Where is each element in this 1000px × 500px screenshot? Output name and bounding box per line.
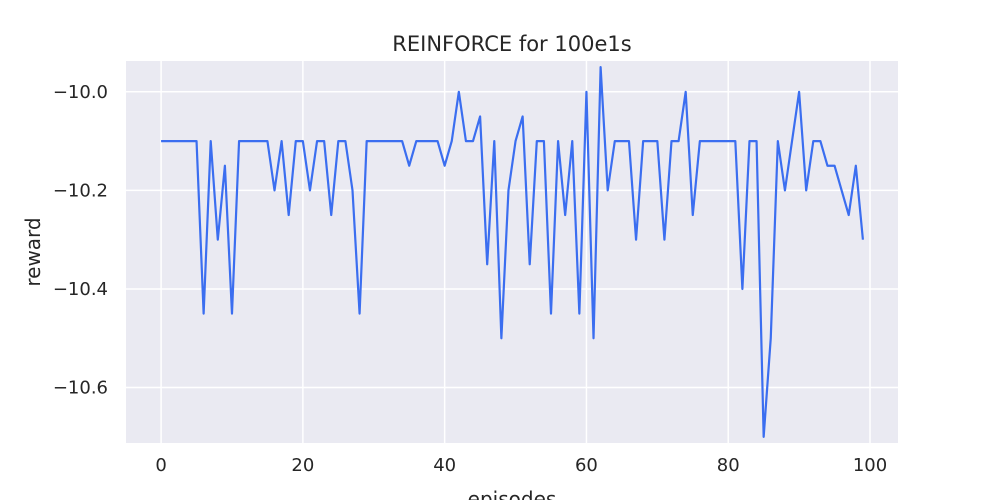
y-axis-ticks: −10.0 −10.2 −10.4 −10.6 <box>53 82 108 399</box>
y-tick-label: −10.0 <box>53 82 108 103</box>
x-tick-label: 60 <box>575 455 598 476</box>
series-lines <box>161 66 865 438</box>
y-tick-label: −10.2 <box>53 180 108 201</box>
x-tick-label: 100 <box>853 455 887 476</box>
grid-lines <box>126 61 898 443</box>
y-tick-label: −10.6 <box>53 378 108 399</box>
x-tick-label: 0 <box>155 455 166 476</box>
y-axis-label: reward <box>21 217 45 286</box>
x-axis-ticks: 0 20 40 60 80 100 <box>155 455 887 476</box>
x-tick-label: 80 <box>717 455 740 476</box>
x-tick-label: 20 <box>291 455 314 476</box>
reward-line <box>161 66 865 438</box>
x-axis-label: episodes <box>468 487 557 500</box>
y-tick-label: −10.4 <box>53 279 108 300</box>
x-tick-label: 40 <box>433 455 456 476</box>
chart-title: REINFORCE for 100e1s <box>392 32 631 56</box>
plot-area <box>126 61 898 443</box>
